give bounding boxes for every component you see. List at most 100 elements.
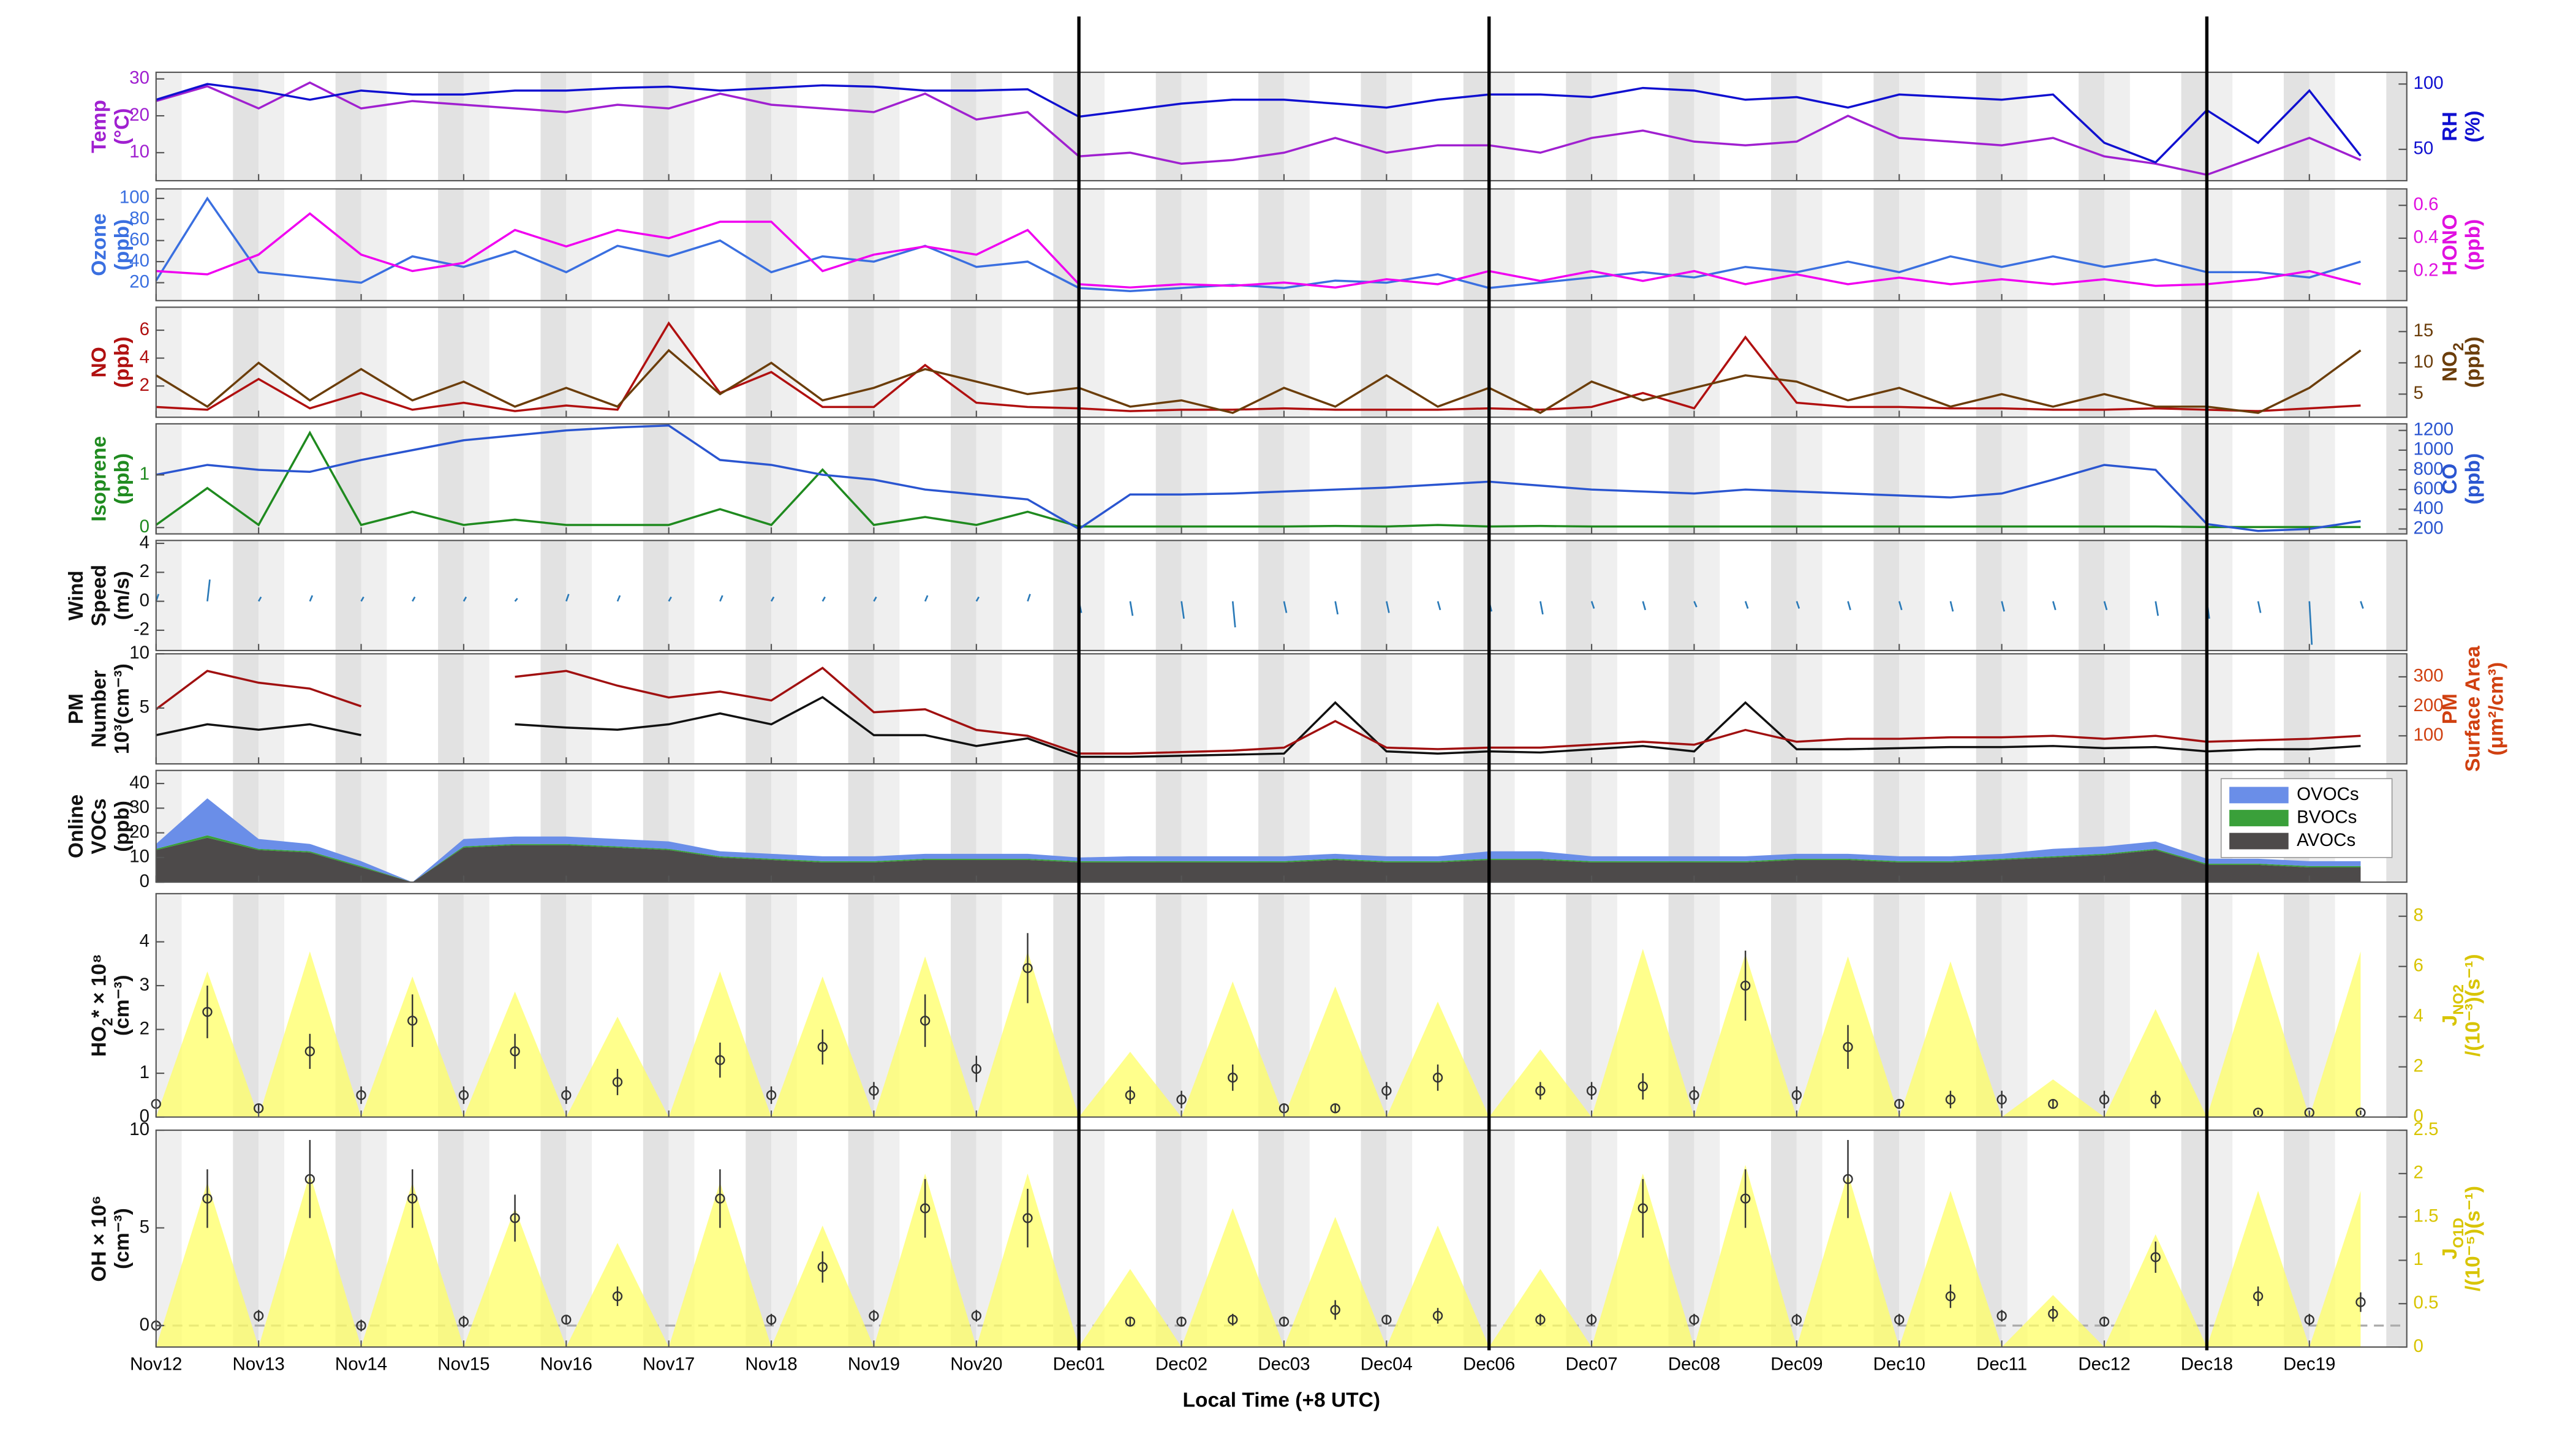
- night-band: [1592, 307, 1617, 418]
- wind-stem: [565, 594, 570, 602]
- x-tick-label: Nov12: [130, 1354, 182, 1374]
- x-tick-label: Nov15: [437, 1354, 489, 1374]
- label-text: (ppb): [2462, 453, 2485, 505]
- night-band: [1976, 540, 2002, 651]
- night-band: [463, 654, 489, 764]
- data-point: [2150, 1094, 2161, 1105]
- night-band: [1283, 72, 1310, 181]
- night-band: [361, 189, 387, 301]
- night-band: [2104, 189, 2130, 301]
- night-band: [2079, 72, 2105, 181]
- night-band: [1489, 1130, 1515, 1348]
- wind-stem: [1744, 601, 1749, 609]
- night-band: [1053, 189, 1079, 301]
- y-tick-label: 40: [129, 772, 149, 793]
- night-band: [1283, 307, 1310, 418]
- left-axis-label: NO: [88, 347, 110, 377]
- label-text: (ppb): [111, 801, 134, 852]
- night-band: [1258, 540, 1284, 651]
- data-point: [2099, 1316, 2110, 1327]
- night-band: [2104, 307, 2130, 418]
- night-band: [1566, 189, 1592, 301]
- y2-tick-label: 1.5: [2414, 1206, 2439, 1226]
- panel-frame: [155, 540, 2408, 652]
- data-point: [1843, 1174, 1853, 1184]
- data-point: [2253, 1291, 2264, 1302]
- night-band: [2181, 654, 2207, 764]
- night-band: [2309, 189, 2335, 301]
- wind-stem: [1437, 601, 1441, 611]
- y-tick-label: 80: [129, 208, 149, 228]
- night-band: [668, 189, 695, 301]
- night-band: [1489, 893, 1515, 1117]
- y-tick-label: 2: [140, 1018, 149, 1038]
- night-band: [2207, 72, 2233, 181]
- y-tick-label: 0: [140, 871, 149, 891]
- night-band: [1668, 654, 1694, 764]
- night-band: [2386, 893, 2407, 1117]
- x-tick-label: Nov14: [335, 1354, 387, 1374]
- night-band: [156, 423, 182, 534]
- night-band: [746, 654, 772, 764]
- y2-tick-label: 2: [2414, 1055, 2423, 1076]
- night-band: [643, 72, 669, 181]
- night-band: [1976, 72, 2002, 181]
- night-band: [1976, 307, 2002, 418]
- night-band: [2283, 72, 2310, 181]
- label-text: (°C): [111, 108, 134, 145]
- night-band: [1796, 72, 1822, 181]
- wind-stem: [1590, 601, 1595, 609]
- label-text: VOCs: [88, 798, 110, 854]
- y-tick-label: 100: [119, 187, 149, 208]
- label-text: HONO: [2439, 214, 2461, 276]
- night-band: [874, 423, 900, 534]
- night-band: [2181, 72, 2207, 181]
- night-band: [874, 540, 900, 651]
- night-band: [438, 540, 464, 651]
- y2-tick-label: 1: [2414, 1249, 2423, 1269]
- night-band: [438, 189, 464, 301]
- night-band: [2001, 189, 2028, 301]
- wind-stem: [1642, 601, 1647, 611]
- panel-frame: [155, 653, 2408, 765]
- x-tick-label: Dec01: [1053, 1354, 1105, 1374]
- night-band: [335, 72, 361, 181]
- night-band: [1079, 1130, 1105, 1348]
- wind-stem: [1129, 601, 1134, 616]
- night-band: [1079, 189, 1105, 301]
- wind-stem: [1180, 601, 1185, 619]
- wind-stem: [1693, 601, 1698, 608]
- night-band: [1079, 893, 1105, 1117]
- data-point: [1894, 1098, 1905, 1109]
- label-subscript: NO2: [2450, 984, 2467, 1015]
- right-axis-label: HONO: [2439, 214, 2461, 276]
- data-point: [766, 1090, 777, 1101]
- y2-tick-label: 1000: [2414, 439, 2454, 459]
- x-tick-label: Dec04: [1361, 1354, 1413, 1374]
- night-band: [771, 72, 797, 181]
- wind-stem: [1898, 601, 1903, 611]
- night-band: [2207, 307, 2233, 418]
- right-axis-label: (%): [2462, 110, 2485, 142]
- night-band: [643, 423, 669, 534]
- night-band: [233, 540, 259, 651]
- wind-stem: [206, 579, 211, 602]
- stacked-area: [156, 798, 2361, 883]
- night-band: [1566, 307, 1592, 418]
- y2-tick-label: 200: [2414, 518, 2444, 538]
- data-point: [1228, 1073, 1238, 1083]
- label-text: /(10⁻³)(s⁻¹): [2462, 954, 2485, 1057]
- night-band: [463, 189, 489, 301]
- night-band: [259, 307, 284, 418]
- night-band: [259, 540, 284, 651]
- night-band: [771, 423, 797, 534]
- series-line: [156, 83, 2362, 164]
- night-band: [156, 72, 182, 181]
- left-axis-label: OH × 10⁶: [88, 1195, 110, 1281]
- night-band: [2001, 654, 2028, 764]
- y-tick-label: 5: [140, 1217, 149, 1237]
- y2-tick-label: 800: [2414, 459, 2444, 479]
- data-point: [715, 1055, 725, 1065]
- night-band: [1771, 540, 1797, 651]
- night-band: [259, 654, 284, 764]
